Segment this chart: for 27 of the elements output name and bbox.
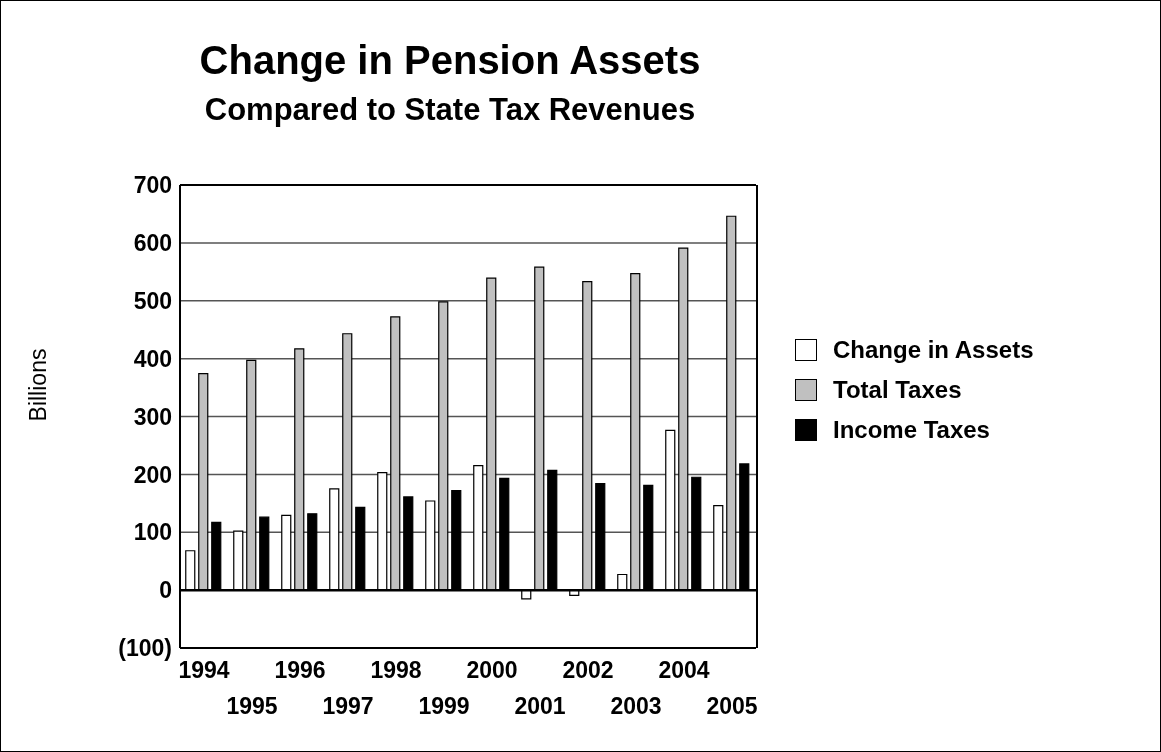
y-tick-label: (100) [118, 635, 172, 662]
y-tick-label: 600 [133, 230, 172, 257]
y-tick-label: 400 [133, 345, 172, 372]
x-tick-label: 1996 [274, 657, 326, 683]
x-tick-label: 1999 [418, 693, 470, 719]
legend-label: Change in Assets [833, 336, 1034, 364]
legend-label: Total Taxes [833, 376, 962, 404]
chart-subtitle: Compared to State Tax Revenues [203, 92, 697, 128]
y-tick-label: 500 [133, 287, 172, 314]
y-tick-label: 200 [133, 461, 172, 488]
x-tick-label: 1994 [178, 657, 230, 683]
y-tick-label: 300 [133, 403, 172, 430]
y-tick-label: 100 [133, 519, 172, 546]
x-tick-label: 1998 [370, 657, 422, 683]
x-tick-label: 2002 [562, 657, 614, 683]
y-tick-label: 700 [133, 172, 172, 199]
x-tick-label: 2004 [658, 657, 710, 683]
chart-title: Change in Pension Assets [198, 38, 702, 83]
x-tick-label: 1997 [322, 693, 374, 719]
y-axis-title: Billions [24, 348, 52, 422]
y-tick-label: 0 [159, 577, 172, 604]
x-tick-label: 2003 [610, 693, 662, 719]
x-tick-label: 2005 [706, 693, 758, 719]
x-tick-label: 2000 [466, 657, 518, 683]
x-tick-label: 2001 [514, 693, 566, 719]
legend-label: Income Taxes [833, 416, 990, 444]
x-tick-label: 1995 [226, 693, 278, 719]
